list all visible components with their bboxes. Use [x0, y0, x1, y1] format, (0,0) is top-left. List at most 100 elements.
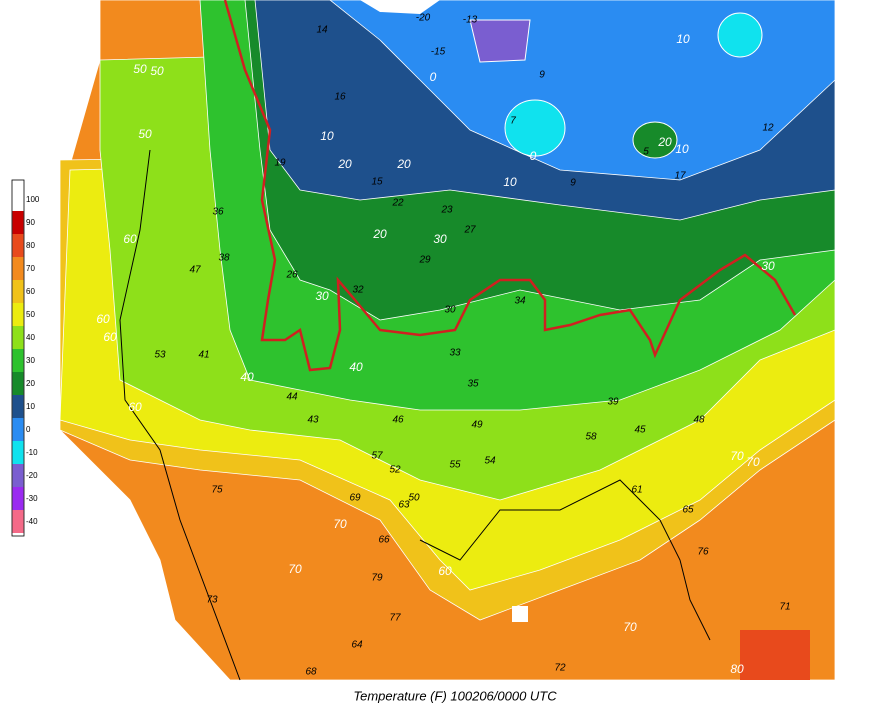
station-temp: 23 — [440, 205, 453, 216]
station-temp: 38 — [218, 253, 230, 264]
legend-swatch — [12, 257, 24, 280]
station-temp: 44 — [286, 392, 298, 403]
station-temp: 33 — [449, 348, 461, 359]
legend-swatch — [12, 464, 24, 487]
contour-label: 70 — [730, 449, 744, 463]
contour-label: 70 — [288, 562, 302, 576]
station-temp: 76 — [697, 547, 709, 558]
station-temp: 52 — [389, 465, 401, 476]
contour-label: 40 — [349, 360, 363, 374]
contour-label: 30 — [761, 259, 775, 273]
contour-label: 30 — [433, 232, 447, 246]
station-temp: 14 — [316, 25, 328, 36]
temperature-band — [504, 99, 566, 157]
station-temp: 27 — [463, 225, 476, 236]
contour-label: 70 — [623, 620, 637, 634]
station-temp: 66 — [378, 535, 390, 546]
legend-label: 70 — [26, 264, 35, 273]
station-temp: 49 — [471, 420, 483, 431]
contour-label: 50 — [138, 127, 152, 141]
contour-label: 0 — [430, 70, 437, 84]
station-temp: 72 — [554, 663, 566, 674]
station-temp: 36 — [212, 207, 224, 218]
contour-label: 20 — [396, 157, 411, 171]
contour-label: 50 — [133, 62, 147, 76]
station-temp: 41 — [198, 350, 209, 361]
legend-label: -40 — [26, 517, 38, 526]
coastline — [419, 479, 711, 641]
station-temp: 64 — [351, 640, 363, 651]
legend-label: -10 — [26, 448, 38, 457]
station-temp: 79 — [371, 573, 383, 584]
missing-area — [512, 606, 528, 622]
temperature-band — [329, 0, 836, 181]
station-temp: 50 — [408, 493, 420, 504]
station-temp: 16 — [334, 92, 346, 103]
station-temp: 58 — [585, 432, 597, 443]
legend-label: 80 — [26, 241, 35, 250]
contour-label: 50 — [150, 64, 164, 78]
station-temp: 32 — [352, 285, 364, 296]
contour-label: 70 — [333, 517, 347, 531]
contour-label: 30 — [315, 289, 329, 303]
station-temp: 17 — [674, 171, 686, 182]
legend-swatch — [12, 418, 24, 441]
station-temp: 47 — [189, 265, 201, 276]
station-temp: 61 — [631, 485, 642, 496]
legend-label: -20 — [26, 471, 38, 480]
station-temp: 71 — [779, 602, 790, 613]
station-temp: 75 — [211, 485, 223, 496]
station-temp: 22 — [391, 198, 404, 209]
contour-label: 60 — [123, 232, 137, 246]
station-temp: 19 — [274, 158, 286, 169]
contour-label: 20 — [372, 227, 387, 241]
legend-swatch — [12, 487, 24, 510]
station-temp: 48 — [693, 415, 705, 426]
legend-swatch — [12, 303, 24, 326]
station-temp: 34 — [514, 296, 526, 307]
legend-swatch — [12, 510, 24, 533]
temperature-band — [632, 121, 678, 159]
station-temp: 54 — [484, 456, 496, 467]
legend-swatch — [12, 372, 24, 395]
station-temp: 29 — [418, 255, 431, 266]
legend-swatch — [12, 326, 24, 349]
legend-label: 20 — [26, 379, 35, 388]
station-temp: 73 — [206, 595, 218, 606]
contour-label: 60 — [96, 312, 110, 326]
legend-label: 90 — [26, 218, 35, 227]
station-temp: 45 — [634, 425, 646, 436]
legend-label: 50 — [26, 310, 35, 319]
contour-label: 70 — [746, 455, 760, 469]
contour-label: 20 — [337, 157, 352, 171]
legend-swatch — [12, 211, 24, 234]
station-temp: 35 — [467, 379, 479, 390]
contour-label: 10 — [675, 142, 689, 156]
station-temp: -15 — [431, 47, 446, 58]
station-temp: 12 — [762, 123, 774, 134]
coastline — [119, 149, 241, 681]
station-temp: 63 — [398, 500, 410, 511]
station-temp: -13 — [463, 15, 478, 26]
station-temp: 9 — [570, 178, 576, 189]
temperature-band — [717, 12, 763, 58]
station-temp: 30 — [444, 305, 456, 316]
contour-label: 0 — [530, 149, 537, 163]
legend-label: 40 — [26, 333, 35, 342]
station-temp: 65 — [682, 505, 694, 516]
freezing-line — [223, 0, 797, 372]
contour-label: 20 — [657, 135, 672, 149]
station-temp: 55 — [449, 460, 461, 471]
contour-label: 10 — [320, 129, 334, 143]
contour-label: 10 — [503, 175, 517, 189]
map — [59, 0, 836, 681]
contour-label: 60 — [128, 400, 142, 414]
legend-swatch — [12, 441, 24, 464]
station-temp: 69 — [349, 493, 361, 504]
station-temp: -20 — [416, 13, 431, 24]
station-temp: 57 — [371, 451, 383, 462]
temperature-band — [469, 19, 531, 63]
legend-label: 0 — [26, 425, 31, 434]
legend-swatch — [12, 234, 24, 257]
